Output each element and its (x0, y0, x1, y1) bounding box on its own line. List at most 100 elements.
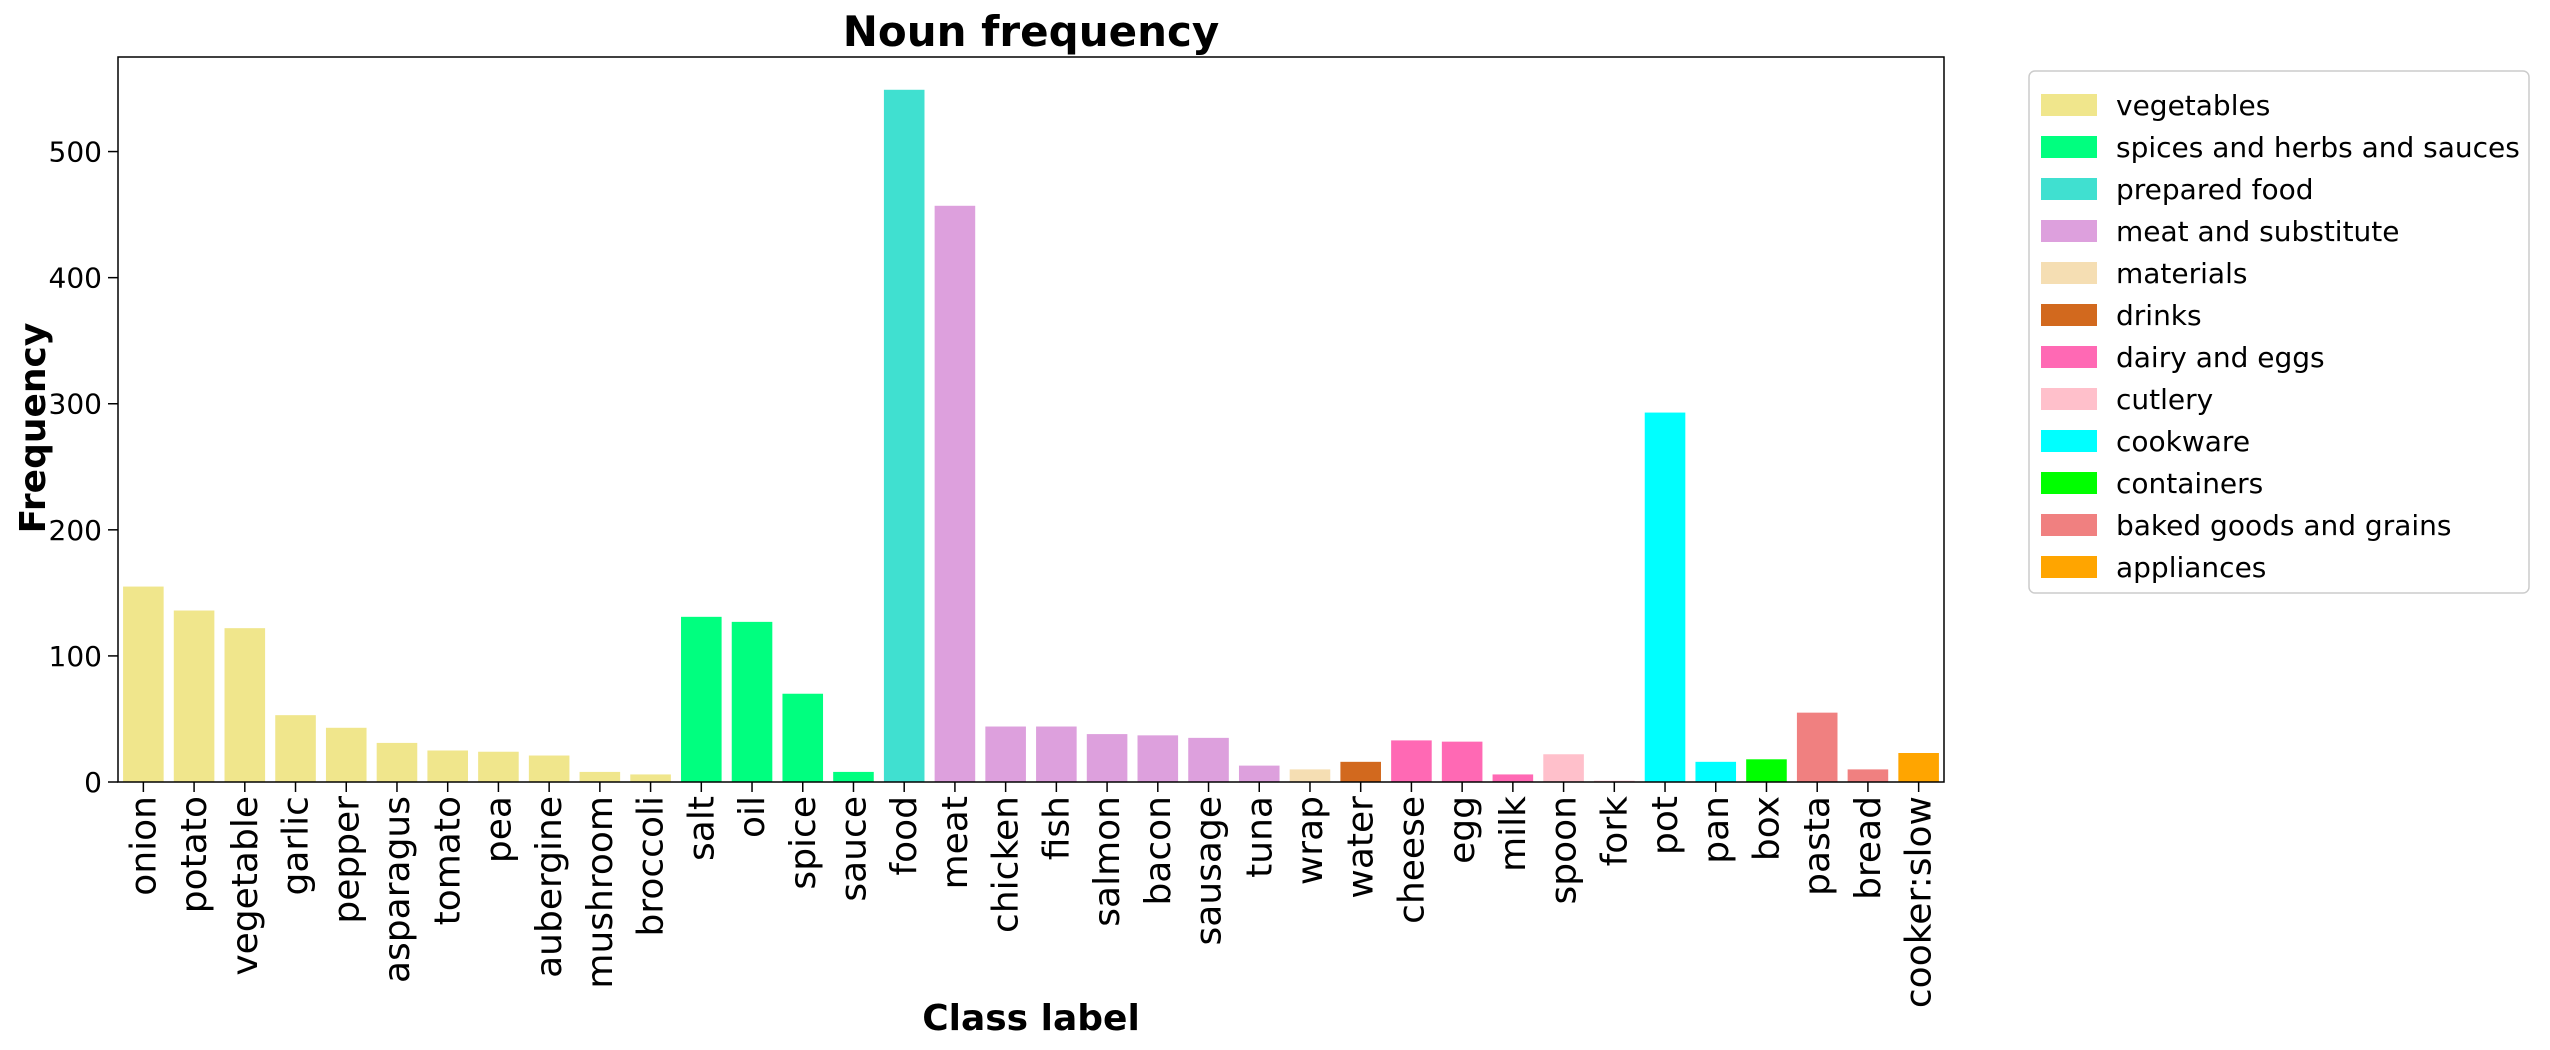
x-tick-label: onion (123, 796, 164, 896)
x-tick-label: box (1746, 796, 1787, 861)
legend-swatch (2041, 388, 2097, 410)
y-tick-label: 100 (49, 640, 102, 673)
x-tick-label: fish (1036, 796, 1077, 860)
legend-swatch (2041, 262, 2097, 284)
legend-swatch (2041, 472, 2097, 494)
legend-label: cutlery (2116, 383, 2213, 416)
bar-food (883, 89, 925, 782)
legend-label: meat and substitute (2116, 215, 2400, 248)
legend-label: prepared food (2116, 173, 2314, 206)
y-tick-label: 500 (49, 136, 102, 169)
legend-swatch (2041, 514, 2097, 536)
y-tick-label: 400 (49, 262, 102, 295)
bar-wrap (1289, 769, 1331, 782)
plot-frame (117, 56, 1945, 783)
bar-sauce (833, 771, 874, 782)
bar-meat (934, 205, 976, 782)
bar-garlic (275, 715, 316, 782)
legend-label: baked goods and grains (2116, 509, 2451, 542)
y-tick-label: 0 (84, 766, 102, 799)
x-axis-label: Class label (922, 998, 1140, 1039)
bar-cheese (1391, 740, 1432, 782)
x-tick-label: broccoli (631, 796, 672, 937)
x-tick-label: potato (174, 796, 215, 913)
x-tick-label: pasta (1797, 796, 1838, 896)
legend-swatch (2041, 220, 2097, 242)
legend-label: dairy and eggs (2116, 341, 2325, 374)
legend-label: appliances (2116, 551, 2266, 584)
y-tick-label: 200 (49, 514, 102, 547)
bar-milk (1492, 774, 1534, 782)
x-tick-label: wrap (1290, 796, 1331, 885)
x-tick-label: sauce (833, 796, 874, 902)
x-tick-label: bacon (1138, 796, 1179, 906)
legend-label: containers (2116, 467, 2263, 500)
legend-frame (2028, 70, 2530, 594)
x-tick-label: bread (1848, 796, 1889, 900)
bar-pea (478, 751, 519, 782)
bar-pasta (1796, 712, 1838, 782)
bar-box (1746, 759, 1787, 782)
bar-sausage (1188, 737, 1229, 782)
x-tick-label: pea (478, 796, 519, 863)
x-tick-label: salt (681, 796, 722, 861)
legend-swatch (2041, 178, 2097, 200)
legend: vegetables spices and herbs and sauces pre… (2028, 70, 2530, 594)
legend-swatch (2041, 94, 2097, 116)
x-tick-label: mushroom (580, 796, 621, 989)
bars-layer (123, 89, 1939, 782)
x-tick-label: meat (935, 796, 976, 889)
x-axis-ticks: onion potato vegetable garlic pepper asparagu… (123, 782, 1940, 1008)
x-tick-label: pot (1645, 796, 1686, 855)
x-tick-label: aubergine (529, 796, 570, 978)
bar-salt (681, 616, 722, 782)
y-axis-label: Frequency (13, 323, 54, 534)
x-tick-label: chicken (986, 796, 1027, 933)
chart-title: Noun frequency (843, 7, 1220, 56)
legend-swatch (2041, 304, 2097, 326)
legend-swatch (2041, 430, 2097, 452)
x-tick-label: tuna (1239, 796, 1280, 878)
legend-label: materials (2116, 257, 2247, 290)
bar-mushroom (579, 771, 621, 782)
y-tick-label: 300 (49, 388, 102, 421)
x-tick-label: vegetable (225, 796, 266, 976)
bar-tomato (427, 750, 468, 782)
bar-broccoli (630, 774, 671, 782)
legend-swatch (2041, 346, 2097, 368)
bar-onion (123, 586, 164, 782)
legend-label: cookware (2116, 425, 2250, 458)
x-tick-label: fork (1594, 796, 1635, 867)
bar-asparagus (376, 742, 418, 782)
x-tick-label: pepper (326, 796, 367, 924)
bar-salmon (1086, 734, 1128, 782)
x-tick-label: salmon (1087, 796, 1128, 927)
x-tick-label: pan (1696, 796, 1737, 864)
x-tick-label: tomato (428, 796, 469, 925)
x-tick-label: oil (732, 796, 773, 838)
y-axis-ticks: 0 100 200 300 400 500 (49, 136, 118, 799)
bar-oil (731, 621, 773, 782)
x-tick-label: cooker:slow (1899, 796, 1940, 1008)
bar-pepper (325, 727, 367, 782)
x-tick-label: asparagus (377, 796, 418, 983)
legend-swatch (2041, 556, 2097, 578)
legend-label: drinks (2116, 299, 2202, 332)
bar-egg (1441, 741, 1483, 782)
x-tick-label: food (884, 796, 925, 876)
x-tick-label: spoon (1544, 796, 1585, 904)
legend-label: vegetables (2116, 89, 2270, 122)
bar-vegetable (224, 628, 266, 782)
bar-spice (782, 693, 824, 782)
bar-chicken (985, 726, 1026, 782)
legend-label: spices and herbs and sauces (2116, 131, 2520, 164)
bar-cooker-slow (1898, 753, 1939, 782)
bar-pan (1695, 761, 1737, 782)
bar-tuna (1238, 765, 1280, 782)
x-tick-label: egg (1442, 796, 1483, 864)
bar-potato (173, 610, 215, 782)
x-tick-label: cheese (1391, 796, 1432, 924)
x-tick-label: water (1341, 796, 1382, 899)
